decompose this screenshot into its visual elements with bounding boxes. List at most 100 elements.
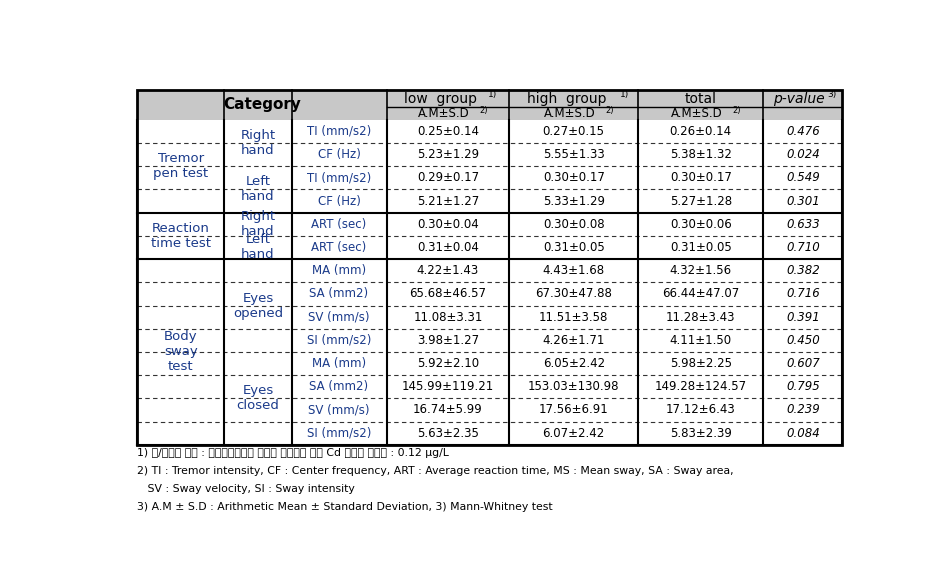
Text: 4.43±1.68: 4.43±1.68 bbox=[542, 264, 605, 277]
Text: Left
hand: Left hand bbox=[241, 175, 275, 203]
Text: SI (mm/s2): SI (mm/s2) bbox=[307, 334, 371, 347]
Text: 0.30±0.08: 0.30±0.08 bbox=[542, 218, 604, 231]
Text: 5.83±2.39: 5.83±2.39 bbox=[670, 427, 732, 440]
Text: 6.07±2.42: 6.07±2.42 bbox=[542, 427, 605, 440]
Text: 149.28±124.57: 149.28±124.57 bbox=[655, 380, 747, 394]
Text: MA (mm): MA (mm) bbox=[312, 357, 366, 370]
Text: 5.21±1.27: 5.21±1.27 bbox=[417, 195, 479, 208]
Text: 2): 2) bbox=[732, 106, 741, 115]
Text: 4.22±1.43: 4.22±1.43 bbox=[417, 264, 479, 277]
Text: 3.98±1.27: 3.98±1.27 bbox=[417, 334, 479, 347]
Text: 0.31±0.04: 0.31±0.04 bbox=[417, 241, 479, 254]
Text: 0.450: 0.450 bbox=[786, 334, 820, 347]
Text: 0.26±0.14: 0.26±0.14 bbox=[670, 125, 732, 138]
Text: CF (Hz): CF (Hz) bbox=[317, 195, 360, 208]
Text: 11.28±3.43: 11.28±3.43 bbox=[666, 311, 735, 324]
Text: MA (mm): MA (mm) bbox=[312, 264, 366, 277]
Text: 5.33±1.29: 5.33±1.29 bbox=[542, 195, 605, 208]
Text: 5.92±2.10: 5.92±2.10 bbox=[417, 357, 479, 370]
Text: 66.44±47.07: 66.44±47.07 bbox=[662, 287, 739, 300]
Bar bbox=[137, 305, 843, 329]
Text: Eyes
closed: Eyes closed bbox=[237, 384, 279, 412]
Text: 1) 상/하위군 분류 : 체위반응검사에 참여한 초등학생 혁중 Cd 농도의 중위수 : 0.12 μg/L: 1) 상/하위군 분류 : 체위반응검사에 참여한 초등학생 혁중 Cd 농도의… bbox=[137, 448, 449, 458]
Text: 0.27±0.15: 0.27±0.15 bbox=[542, 125, 605, 138]
Bar bbox=[137, 398, 843, 422]
Text: low  group: low group bbox=[404, 92, 477, 106]
Text: Reaction
time test: Reaction time test bbox=[151, 222, 211, 250]
Text: 0.024: 0.024 bbox=[786, 148, 820, 161]
Text: total: total bbox=[685, 92, 717, 106]
Text: 153.03±130.98: 153.03±130.98 bbox=[528, 380, 619, 394]
Text: 0.239: 0.239 bbox=[786, 403, 820, 416]
Text: Right
hand: Right hand bbox=[240, 129, 276, 157]
Bar bbox=[137, 422, 843, 445]
Text: 0.30±0.06: 0.30±0.06 bbox=[670, 218, 732, 231]
Bar bbox=[137, 90, 843, 445]
Text: 5.27±1.28: 5.27±1.28 bbox=[670, 195, 732, 208]
Text: p-value: p-value bbox=[773, 92, 825, 106]
Text: ART (sec): ART (sec) bbox=[312, 218, 367, 231]
Text: 1): 1) bbox=[620, 90, 629, 99]
Text: A.M±S.D: A.M±S.D bbox=[672, 107, 723, 120]
Text: 3): 3) bbox=[827, 90, 836, 99]
Text: TI (mm/s2): TI (mm/s2) bbox=[307, 171, 371, 184]
Text: SV : Sway velocity, SI : Sway intensity: SV : Sway velocity, SI : Sway intensity bbox=[137, 484, 355, 494]
Text: 4.11±1.50: 4.11±1.50 bbox=[670, 334, 732, 347]
Text: 11.51±3.58: 11.51±3.58 bbox=[539, 311, 608, 324]
Text: 0.476: 0.476 bbox=[786, 125, 820, 138]
Text: CF (Hz): CF (Hz) bbox=[317, 148, 360, 161]
Text: 5.23±1.29: 5.23±1.29 bbox=[417, 148, 479, 161]
Bar bbox=[137, 213, 843, 236]
Text: Eyes
opened: Eyes opened bbox=[233, 292, 283, 319]
Text: 0.30±0.17: 0.30±0.17 bbox=[542, 171, 604, 184]
Text: SV (mm/s): SV (mm/s) bbox=[308, 311, 370, 324]
Bar bbox=[137, 282, 843, 305]
Text: 0.29±0.17: 0.29±0.17 bbox=[417, 171, 479, 184]
Text: 5.63±2.35: 5.63±2.35 bbox=[417, 427, 479, 440]
Text: 0.633: 0.633 bbox=[786, 218, 820, 231]
Text: 0.30±0.17: 0.30±0.17 bbox=[670, 171, 732, 184]
Text: Tremor
pen test: Tremor pen test bbox=[153, 152, 208, 180]
Text: 2): 2) bbox=[480, 106, 488, 115]
Text: 0.25±0.14: 0.25±0.14 bbox=[417, 125, 479, 138]
Text: 4.32±1.56: 4.32±1.56 bbox=[670, 264, 732, 277]
Text: 0.716: 0.716 bbox=[786, 287, 820, 300]
Text: 0.710: 0.710 bbox=[786, 241, 820, 254]
Bar bbox=[137, 107, 843, 120]
Bar bbox=[137, 352, 843, 375]
Text: 5.55±1.33: 5.55±1.33 bbox=[542, 148, 604, 161]
Text: Right
hand: Right hand bbox=[240, 210, 276, 238]
Text: 11.08±3.31: 11.08±3.31 bbox=[413, 311, 483, 324]
Text: 5.38±1.32: 5.38±1.32 bbox=[670, 148, 732, 161]
Text: 0.795: 0.795 bbox=[786, 380, 820, 394]
Text: ART (sec): ART (sec) bbox=[312, 241, 367, 254]
Text: 0.084: 0.084 bbox=[786, 427, 820, 440]
Text: 0.549: 0.549 bbox=[786, 171, 820, 184]
Bar bbox=[137, 329, 843, 352]
Text: 17.12±6.43: 17.12±6.43 bbox=[666, 403, 735, 416]
Text: A.M±S.D: A.M±S.D bbox=[544, 107, 596, 120]
Bar bbox=[137, 143, 843, 166]
Text: 2) TI : Tremor intensity, CF : Center frequency, ART : Average reaction time, MS: 2) TI : Tremor intensity, CF : Center fr… bbox=[137, 466, 733, 476]
Text: A.M±S.D: A.M±S.D bbox=[418, 107, 470, 120]
Bar bbox=[137, 259, 843, 282]
Text: SA (mm2): SA (mm2) bbox=[310, 287, 369, 300]
Text: 2): 2) bbox=[605, 106, 614, 115]
Text: 17.56±6.91: 17.56±6.91 bbox=[539, 403, 609, 416]
Text: 0.30±0.04: 0.30±0.04 bbox=[417, 218, 479, 231]
Bar bbox=[137, 120, 843, 143]
Text: 16.74±5.99: 16.74±5.99 bbox=[413, 403, 483, 416]
Text: 5.98±2.25: 5.98±2.25 bbox=[670, 357, 732, 370]
Text: SA (mm2): SA (mm2) bbox=[310, 380, 369, 394]
Text: 67.30±47.88: 67.30±47.88 bbox=[535, 287, 612, 300]
Text: 0.31±0.05: 0.31±0.05 bbox=[670, 241, 732, 254]
Text: 6.05±2.42: 6.05±2.42 bbox=[542, 357, 605, 370]
Bar bbox=[137, 166, 843, 189]
Text: 65.68±46.57: 65.68±46.57 bbox=[409, 287, 486, 300]
Text: 4.26±1.71: 4.26±1.71 bbox=[542, 334, 605, 347]
Bar bbox=[137, 236, 843, 259]
Bar bbox=[137, 189, 843, 213]
Text: 145.99±119.21: 145.99±119.21 bbox=[402, 380, 494, 394]
Text: Left
hand: Left hand bbox=[241, 233, 275, 261]
Text: 0.301: 0.301 bbox=[786, 195, 820, 208]
